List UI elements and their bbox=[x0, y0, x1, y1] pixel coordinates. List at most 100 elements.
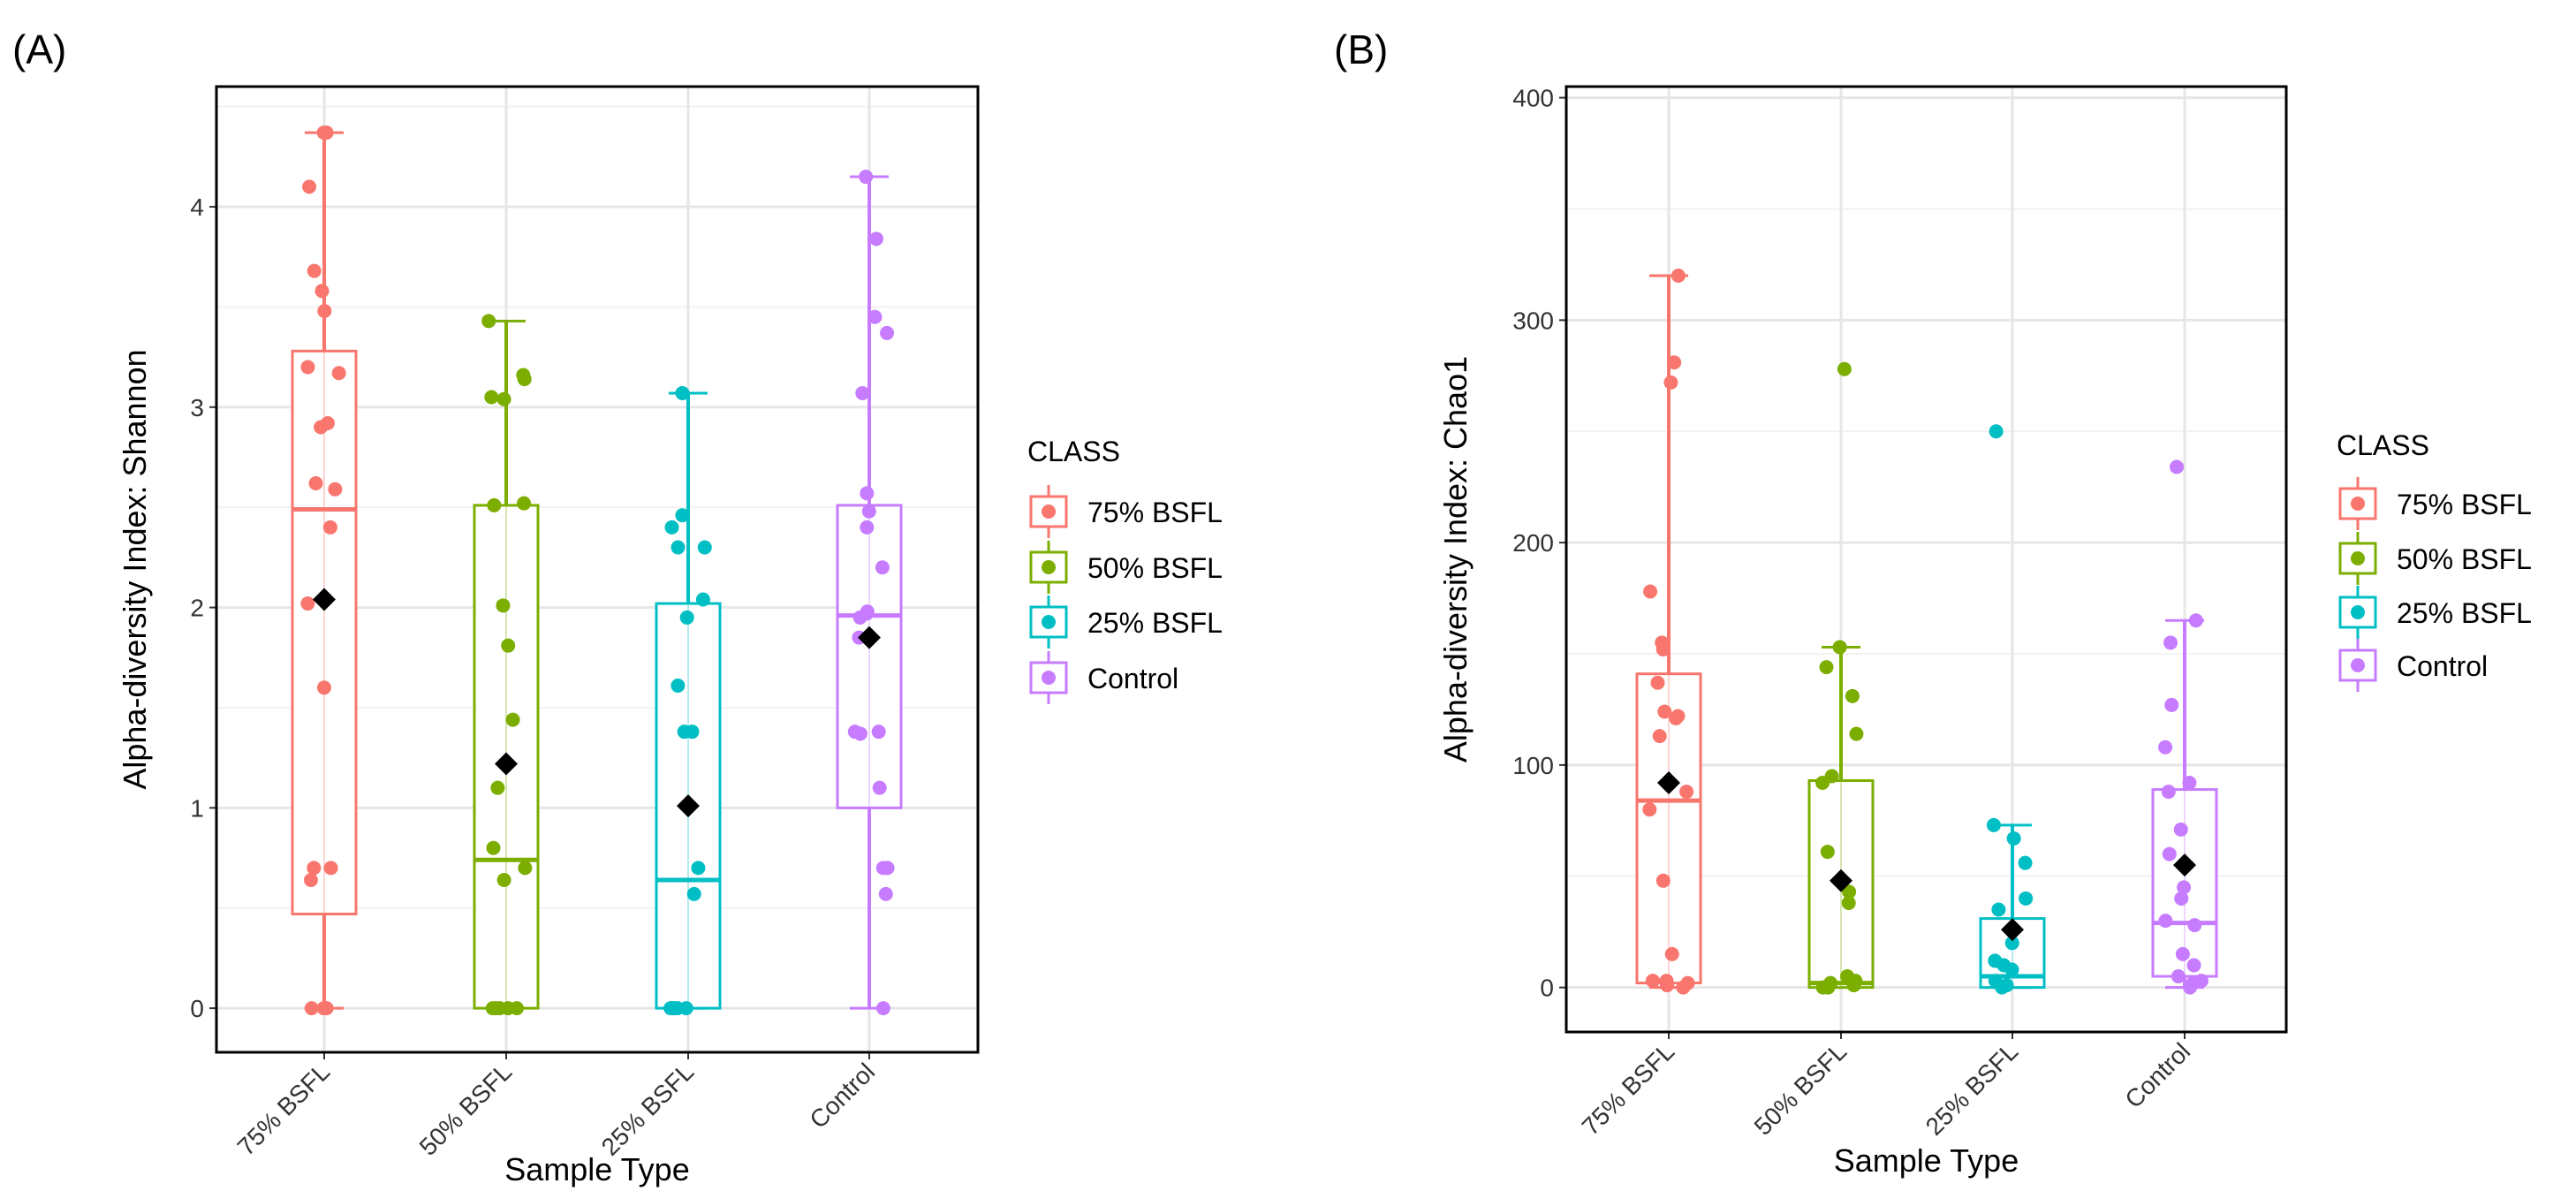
box-3 bbox=[836, 170, 903, 1016]
data-point bbox=[496, 391, 511, 406]
data-point bbox=[307, 263, 322, 278]
data-point bbox=[486, 840, 501, 855]
data-point bbox=[322, 520, 337, 535]
data-point bbox=[852, 610, 868, 625]
data-point bbox=[490, 780, 505, 795]
data-point bbox=[304, 1001, 319, 1016]
legend-key-point bbox=[1042, 560, 1056, 574]
data-point bbox=[1671, 269, 1686, 283]
data-point bbox=[860, 520, 875, 535]
data-point bbox=[1655, 641, 1671, 656]
legend-title: CLASS bbox=[1027, 436, 1120, 467]
data-point bbox=[308, 475, 323, 490]
data-point bbox=[880, 861, 895, 876]
data-point bbox=[319, 125, 334, 140]
legend-key-point bbox=[2351, 551, 2365, 565]
y-tick-label: 400 bbox=[1512, 85, 1554, 112]
box-iqr bbox=[1807, 779, 1875, 990]
data-point bbox=[1645, 974, 1660, 989]
data-point bbox=[487, 497, 502, 512]
y-tick-label: 2 bbox=[190, 595, 204, 622]
data-point bbox=[1849, 726, 1864, 741]
data-point bbox=[510, 1001, 525, 1016]
data-point bbox=[300, 596, 315, 611]
data-point bbox=[496, 598, 511, 613]
legend-item: 25% BSFL bbox=[2338, 586, 2532, 639]
data-point bbox=[2175, 946, 2190, 961]
legend-key-box bbox=[2338, 542, 2377, 575]
data-point bbox=[1991, 902, 2006, 917]
legend-item: Control bbox=[2338, 639, 2488, 692]
x-tick-label: 50% BSFL bbox=[414, 1058, 518, 1161]
data-point bbox=[679, 610, 694, 625]
mean-marker bbox=[2173, 853, 2196, 877]
data-point bbox=[1655, 873, 1671, 888]
y-tick-label: 4 bbox=[190, 193, 204, 221]
data-point bbox=[1842, 884, 1857, 899]
data-point bbox=[485, 1001, 500, 1016]
data-point bbox=[1841, 895, 1856, 910]
mean-marker bbox=[313, 588, 336, 611]
data-point bbox=[697, 540, 712, 555]
data-point bbox=[861, 504, 876, 519]
y-tick-label: 0 bbox=[190, 995, 204, 1022]
data-point bbox=[868, 231, 883, 247]
data-point bbox=[2158, 740, 2173, 755]
data-point bbox=[496, 872, 511, 887]
y-tick-label: 200 bbox=[1512, 529, 1554, 557]
data-point bbox=[1650, 675, 1665, 690]
data-point bbox=[875, 1001, 890, 1016]
data-point bbox=[1986, 817, 2001, 832]
box-2 bbox=[1979, 424, 2046, 995]
data-point bbox=[2161, 785, 2176, 800]
data-point bbox=[501, 638, 516, 653]
data-point bbox=[303, 872, 318, 887]
data-point bbox=[871, 724, 886, 740]
x-axis-title: Sample Type bbox=[504, 1151, 689, 1187]
y-axis-title: Alpha-diversity Index: Chao1 bbox=[1437, 356, 1474, 762]
data-point bbox=[314, 420, 329, 435]
data-point bbox=[2188, 613, 2203, 628]
data-point bbox=[518, 861, 533, 876]
legend-label: 25% BSFL bbox=[1087, 607, 1223, 639]
data-point bbox=[1671, 709, 1686, 724]
data-point bbox=[695, 592, 710, 607]
data-point bbox=[1989, 424, 2004, 439]
legend-label: Control bbox=[1087, 663, 1178, 694]
legend-item: 75% BSFL bbox=[1029, 485, 1223, 538]
box-2 bbox=[655, 385, 722, 1016]
data-point bbox=[2006, 831, 2021, 846]
legend-label: 75% BSFL bbox=[2397, 489, 2532, 520]
panel-label: (A) bbox=[12, 27, 66, 72]
data-point bbox=[664, 520, 679, 535]
data-point bbox=[1846, 978, 1861, 993]
box-1 bbox=[473, 314, 540, 1016]
data-point bbox=[868, 309, 883, 324]
y-axis-title: Alpha-diversity Index: Shannon bbox=[117, 349, 153, 789]
x-tick-label: 75% BSFL bbox=[232, 1058, 336, 1161]
legend-label: 50% BSFL bbox=[2397, 543, 2532, 575]
legend-label: 75% BSFL bbox=[1087, 497, 1223, 528]
data-point bbox=[1643, 584, 1658, 599]
box-1 bbox=[1807, 361, 1875, 995]
legend-label: 25% BSFL bbox=[2397, 597, 2532, 629]
data-point bbox=[2182, 776, 2197, 791]
legend-item: 50% BSFL bbox=[2338, 532, 2532, 585]
legend-key-point bbox=[2351, 658, 2365, 672]
legend-title: CLASS bbox=[2337, 429, 2429, 461]
legend-item: 75% BSFL bbox=[2338, 477, 2532, 530]
data-point bbox=[1819, 660, 1834, 675]
box-0 bbox=[1635, 269, 1702, 995]
data-point bbox=[663, 1001, 678, 1016]
x-tick-label: 75% BSFL bbox=[1577, 1037, 1680, 1141]
data-point bbox=[1845, 688, 1860, 703]
data-point bbox=[323, 861, 338, 876]
data-point bbox=[484, 390, 499, 405]
legend-key-point bbox=[2351, 605, 2365, 619]
data-point bbox=[2004, 936, 2019, 951]
legend-item: 50% BSFL bbox=[1029, 541, 1223, 594]
mean-marker bbox=[858, 626, 881, 649]
legend-item: 25% BSFL bbox=[1029, 596, 1223, 649]
data-point bbox=[872, 780, 887, 795]
